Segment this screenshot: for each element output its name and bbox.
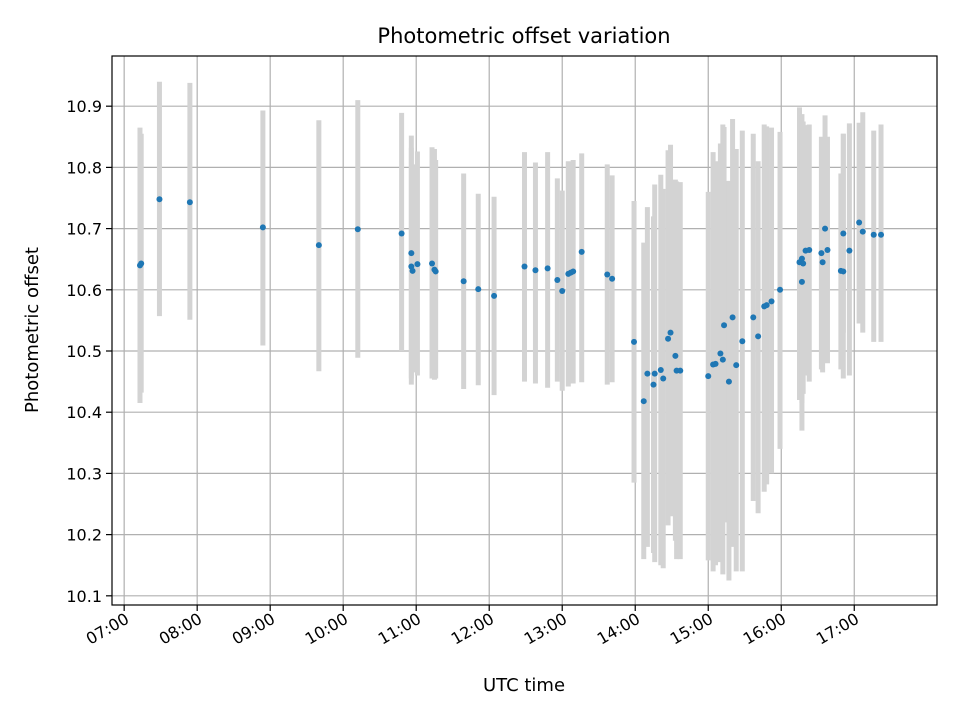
data-point [475,286,482,293]
data-point [491,292,498,299]
data-point [631,338,638,345]
data-point [870,231,877,238]
data-point [763,302,770,309]
data-point [840,230,847,237]
data-point [712,360,719,367]
data-point [725,378,732,385]
data-point [840,268,847,275]
data-point [798,278,805,285]
data-point [846,247,853,254]
data-point [777,286,784,293]
data-point [729,314,736,321]
data-point [856,219,863,226]
data-point [750,314,757,321]
data-point [408,250,415,257]
y-axis: 10.1 10.2 10.3 10.4 10.5 10.6 10.7 10.8 10.9 [66,97,112,606]
data-point [721,322,728,329]
data-point [798,255,805,262]
data-point [650,381,657,388]
data-point [521,263,528,270]
chart-title: Photometric offset variation [377,24,670,48]
data-point [559,288,566,295]
plot-frame [111,55,938,606]
data-point [657,366,664,373]
data-point [640,398,647,405]
data-point [733,362,740,369]
y-tick-label: 10.5 [66,342,102,361]
data-point [432,268,439,275]
y-tick-label: 10.8 [66,158,102,177]
data-point [660,375,667,382]
data-point [554,277,561,284]
data-point [429,260,436,267]
y-tick-label: 10.9 [66,97,102,116]
data-point [739,338,746,345]
data-point [818,250,825,257]
data-point [800,260,807,267]
data-point [719,356,726,363]
data-point [409,267,416,274]
data-point [824,247,831,254]
data-point [667,329,674,336]
data-point [819,259,826,266]
data-point [806,247,813,254]
data-point [186,199,193,206]
data-point [604,271,611,278]
y-tick-label: 10.3 [66,464,102,483]
data-point [354,226,361,233]
data-point [677,367,684,374]
data-point [822,225,829,232]
y-tick-label: 10.2 [66,526,102,545]
data-point [156,196,163,203]
data-point [460,278,467,285]
y-axis-title: Photometric offset [22,247,43,413]
point-layer [136,196,885,405]
data-point [414,261,421,268]
y-tick-label: 10.1 [66,587,102,606]
y-tick-label: 10.4 [66,403,102,422]
data-point [570,268,577,275]
data-point [259,224,266,231]
data-point [644,370,651,377]
data-point [398,230,405,237]
x-axis-title: UTC time [483,675,565,696]
data-point [717,350,724,357]
data-point [651,370,658,377]
data-point [532,267,539,274]
data-point [544,265,551,272]
data-point [315,242,322,249]
data-point [878,231,885,238]
y-tick-label: 10.7 [66,220,102,239]
data-point [672,352,679,359]
data-point [859,228,866,235]
data-point [578,248,585,255]
data-point [705,373,712,380]
data-point [609,275,616,282]
data-point [665,335,672,342]
data-point [138,260,145,267]
data-point [755,333,762,340]
data-point [768,298,775,305]
y-tick-label: 10.6 [66,281,102,300]
